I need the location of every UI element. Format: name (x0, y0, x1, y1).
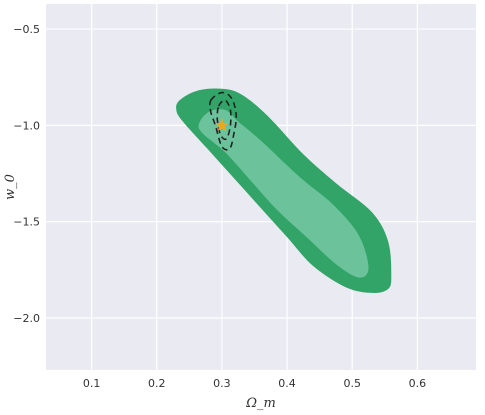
dashed-contour-line-3 (216, 99, 232, 141)
x-tick-label: 0.1 (83, 377, 101, 390)
y-tick-label: −1.0 (13, 119, 40, 132)
y-axis-label: w_0 (3, 174, 18, 200)
x-tick-label: 0.2 (148, 377, 166, 390)
y-tick-label: −2.0 (13, 312, 40, 325)
x-tick-label: 0.3 (213, 377, 231, 390)
x-tick-labels: 0.1 0.2 0.3 0.4 0.5 0.6 (83, 377, 426, 390)
x-axis-label: Ω_m (245, 396, 276, 411)
y-tick-label: −0.5 (13, 23, 40, 36)
x-tick-label: 0.4 (278, 377, 296, 390)
grid (46, 4, 476, 370)
x-tick-label: 0.5 (343, 377, 361, 390)
contour-fill-inner (198, 109, 369, 278)
y-tick-labels: −0.5 −1.0 −1.5 −2.0 (13, 23, 40, 325)
fiducial-star-marker (215, 118, 229, 131)
series-layer (176, 88, 392, 293)
dashed-contour-line-2 (209, 91, 238, 151)
y-tick-label: −1.5 (13, 216, 40, 229)
x-tick-label: 0.6 (409, 377, 427, 390)
